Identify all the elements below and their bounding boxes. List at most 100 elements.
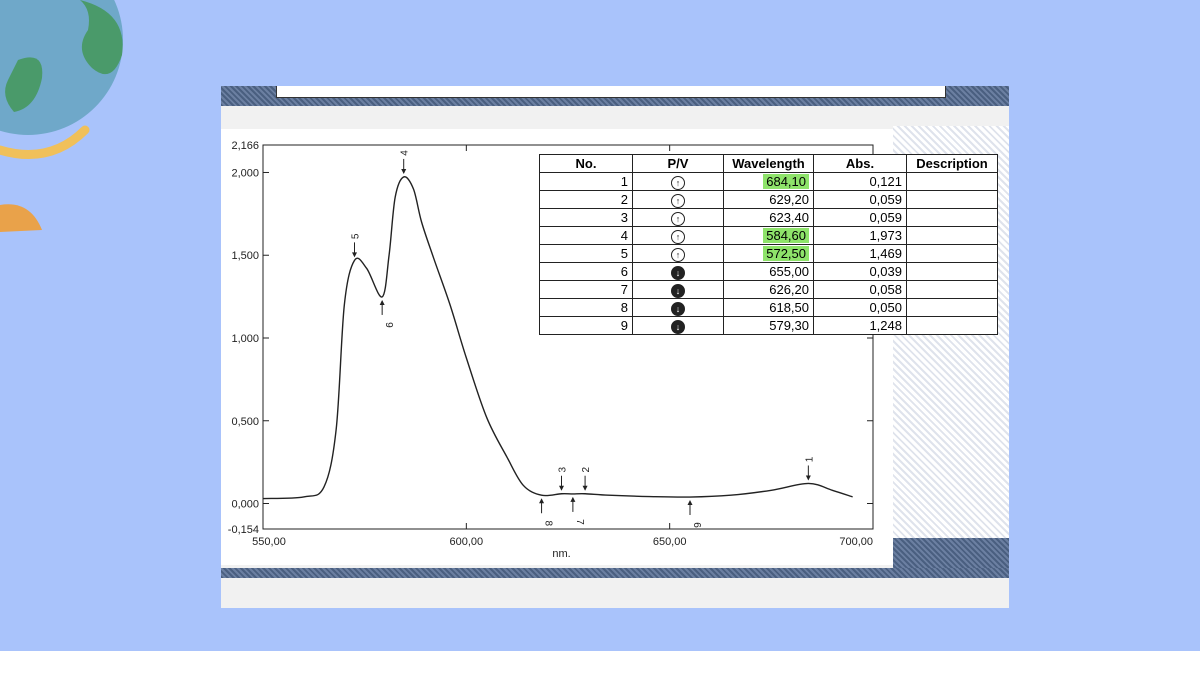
cell-abs: 0,050 xyxy=(813,298,907,317)
cell-wavelength: 584,60 xyxy=(723,226,814,245)
valley-down-arrow-icon: ↓ xyxy=(671,284,685,298)
table-row: 1 ↑ 684,10 0,121 xyxy=(539,172,998,191)
peak-up-arrow-icon: ↑ xyxy=(671,176,685,190)
top-paper-strip xyxy=(276,86,946,98)
table-row: 4 ↑ 584,60 1,973 xyxy=(539,226,998,245)
cell-pv: ↓ xyxy=(632,316,724,335)
x-tick-label: 600,00 xyxy=(450,536,484,548)
y-tick-label: 2,166 xyxy=(231,140,259,152)
table-row: 7 ↓ 626,20 0,058 xyxy=(539,280,998,299)
cell-wavelength: 629,20 xyxy=(723,190,814,209)
peak-label: 1 xyxy=(804,456,815,462)
header-description: Description xyxy=(906,154,998,173)
peak-marker-2: 2 xyxy=(581,467,592,491)
cell-no: 5 xyxy=(539,244,633,263)
table-row: 9 ↓ 579,30 1,248 xyxy=(539,316,998,335)
y-tick-label: 0,500 xyxy=(231,416,259,428)
plot-frame xyxy=(262,144,874,530)
x-tick-label: 550,00 xyxy=(252,536,286,548)
peak-marker-9: 9 xyxy=(379,299,394,328)
y-tick-label: 2,000 xyxy=(231,167,259,179)
peak-label: 3 xyxy=(557,467,568,473)
peak-up-arrow-icon: ↑ xyxy=(671,212,685,226)
valley-label: 8 xyxy=(543,520,554,526)
cell-description xyxy=(906,172,998,191)
peak-marker-6: 6 xyxy=(687,500,702,528)
valley-down-arrow-icon: ↓ xyxy=(671,266,685,280)
spectrum-chart: -0,154 0,000 0,500 1,000 1,500 2,000 2,166 550,… xyxy=(228,140,874,560)
valley-label: 6 xyxy=(691,522,702,528)
cell-description xyxy=(906,280,998,299)
peak-table: No. P/V Wavelength Abs. Description 1 ↑ 68… xyxy=(539,154,998,335)
cell-no: 2 xyxy=(539,190,633,209)
peak-marker-4: 4 xyxy=(400,150,411,174)
valley-down-arrow-icon: ↓ xyxy=(671,320,685,334)
cell-description xyxy=(906,226,998,245)
cell-wavelength: 684,10 xyxy=(723,172,814,191)
cell-abs: 0,121 xyxy=(813,172,907,191)
peak-marker-1: 1 xyxy=(804,456,815,481)
cell-wavelength: 655,00 xyxy=(723,262,814,281)
table-row: 6 ↓ 655,00 0,039 xyxy=(539,262,998,281)
y-tick-label: 1,500 xyxy=(231,250,259,262)
denim-border-bottom xyxy=(221,568,1009,578)
x-axis-label: nm. xyxy=(552,548,570,560)
cell-no: 1 xyxy=(539,172,633,191)
table-row: 2 ↑ 629,20 0,059 xyxy=(539,190,998,209)
cell-description xyxy=(906,244,998,263)
peak-label: 4 xyxy=(400,150,411,156)
cell-no: 6 xyxy=(539,262,633,281)
cell-wavelength: 579,30 xyxy=(723,316,814,335)
peak-marker-7: 7 xyxy=(570,496,585,525)
cell-description xyxy=(906,262,998,281)
peak-marker-3: 3 xyxy=(557,467,568,491)
x-tick-label: 700,00 xyxy=(839,536,873,548)
header-pv: P/V xyxy=(632,154,724,173)
table-row: 5 ↑ 572,50 1,469 xyxy=(539,244,998,263)
cell-no: 4 xyxy=(539,226,633,245)
cell-pv: ↓ xyxy=(632,262,724,281)
cell-abs: 1,469 xyxy=(813,244,907,263)
header-abs: Abs. xyxy=(813,154,907,173)
peak-marker-8: 8 xyxy=(539,498,554,526)
spectrum-line xyxy=(262,176,853,500)
valley-label: 9 xyxy=(383,322,394,328)
cell-abs: 1,248 xyxy=(813,316,907,335)
cell-description xyxy=(906,208,998,227)
peak-marker-5: 5 xyxy=(351,233,362,258)
cell-pv: ↑ xyxy=(632,208,724,227)
peak-up-arrow-icon: ↑ xyxy=(671,248,685,262)
cell-no: 3 xyxy=(539,208,633,227)
cell-abs: 0,039 xyxy=(813,262,907,281)
cell-pv: ↑ xyxy=(632,190,724,209)
peak-label: 5 xyxy=(351,233,362,239)
table-row: 3 ↑ 623,40 0,059 xyxy=(539,208,998,227)
valley-down-arrow-icon: ↓ xyxy=(671,302,685,316)
cell-abs: 0,059 xyxy=(813,190,907,209)
y-tick-label: 0,000 xyxy=(231,499,259,511)
cell-pv: ↑ xyxy=(632,172,724,191)
cell-description xyxy=(906,190,998,209)
cell-pv: ↑ xyxy=(632,244,724,263)
cell-pv: ↓ xyxy=(632,298,724,317)
y-tick-label: -0,154 xyxy=(228,524,259,536)
header-no: No. xyxy=(539,154,633,173)
cell-abs: 0,058 xyxy=(813,280,907,299)
peak-up-arrow-icon: ↑ xyxy=(671,230,685,244)
cell-abs: 0,059 xyxy=(813,208,907,227)
x-tick-label: 650,00 xyxy=(653,536,687,548)
valley-label: 7 xyxy=(574,519,585,525)
cell-no: 9 xyxy=(539,316,633,335)
header-wavelength: Wavelength xyxy=(723,154,814,173)
table-header-row: No. P/V Wavelength Abs. Description xyxy=(539,154,998,173)
cell-pv: ↓ xyxy=(632,280,724,299)
cell-no: 8 xyxy=(539,298,633,317)
peak-up-arrow-icon: ↑ xyxy=(671,194,685,208)
peak-label: 2 xyxy=(581,467,592,473)
cell-abs: 1,973 xyxy=(813,226,907,245)
cell-description xyxy=(906,298,998,317)
bottom-band xyxy=(0,651,1200,675)
cell-wavelength: 623,40 xyxy=(723,208,814,227)
globe-icon xyxy=(0,0,123,232)
cell-wavelength: 626,20 xyxy=(723,280,814,299)
